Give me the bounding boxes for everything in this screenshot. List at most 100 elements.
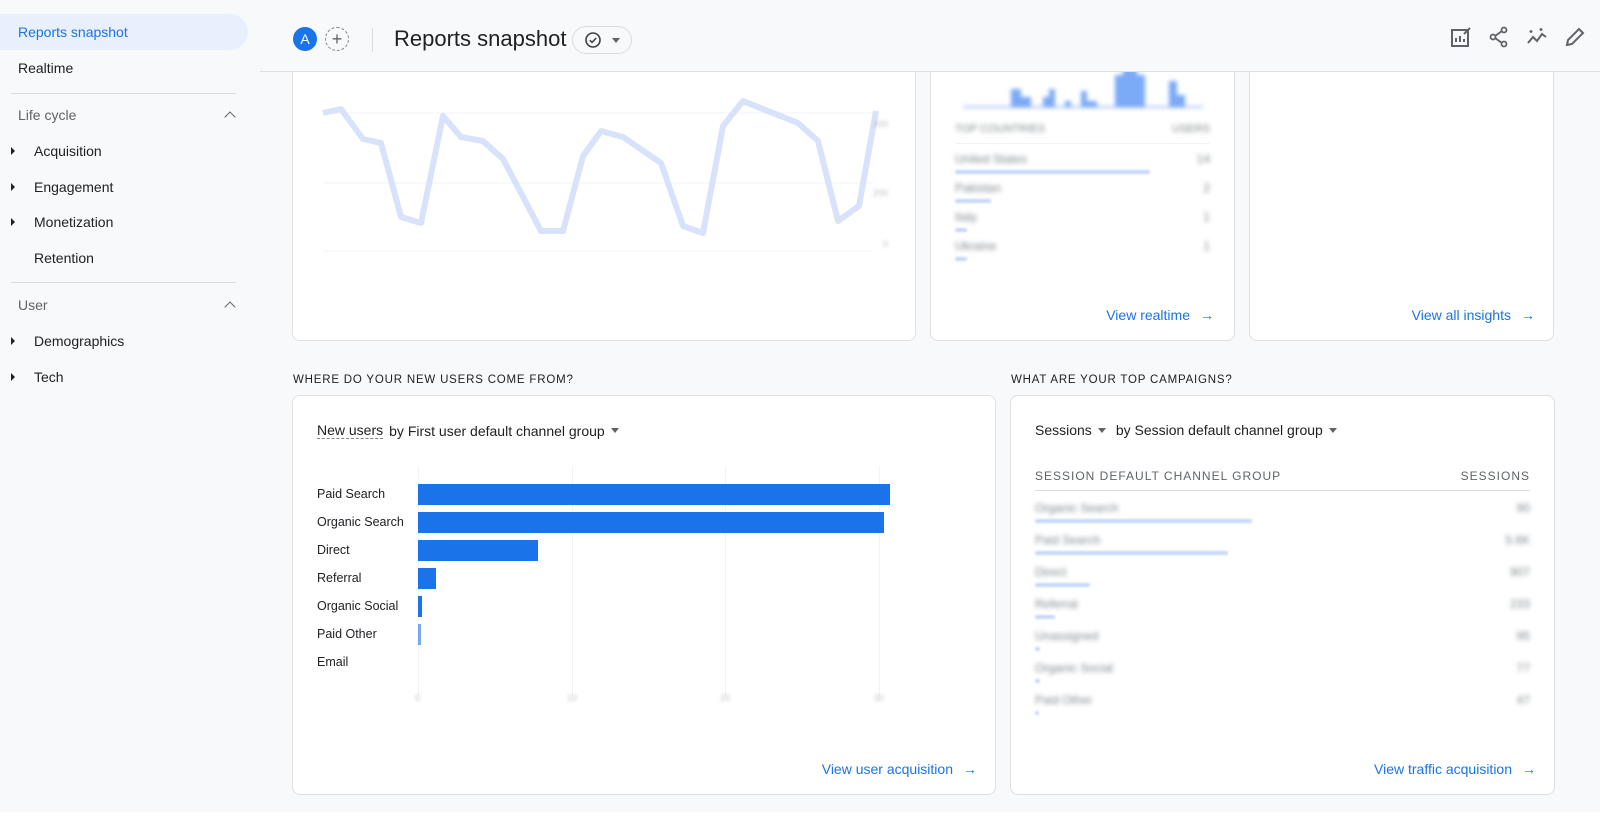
section-life-cycle[interactable]: Life cycle [0,97,248,133]
arrow-right-icon: → [1521,307,1535,323]
dimension-selector[interactable]: by First user default channel group [389,422,605,439]
customize-report-icon[interactable] [1450,26,1472,48]
sidebar-item-monetization[interactable]: Monetization [0,204,113,240]
y-tick: 200 [873,188,889,198]
header-bar: A + Reports snapshot [260,0,1600,72]
y-tick: 400 [873,119,889,129]
row-channel: Organic Search [1035,501,1119,515]
country-name: Ukraine [955,239,997,253]
users-line-chart [322,98,879,252]
bar-organic-social[interactable] [418,596,422,617]
x-tick: 0 [415,693,421,703]
caret-right-icon [11,373,15,381]
row-sessions: 95 [1516,629,1530,643]
caret-down-icon[interactable] [1097,427,1106,433]
bar-label: Email [317,655,349,669]
row-sessions: 907 [1509,565,1530,579]
divider [11,282,236,283]
bar-label: Organic Social [317,599,399,613]
row-sessions: 5.6K [1505,533,1530,547]
sidebar-item-label: Engagement [34,179,114,195]
chevron-up-icon [224,111,236,123]
share-icon[interactable] [1488,26,1510,48]
caret-right-icon [11,147,15,155]
bar-label: Direct [317,543,350,557]
dimension-selector[interactable]: by Session default channel group [1115,422,1323,438]
row-sessions: 47 [1516,693,1530,707]
sidebar-item-retention[interactable]: Retention [0,240,94,276]
row-channel: Paid Other [1035,693,1093,707]
country-users: 14 [1196,152,1210,166]
header-actions [1450,26,1586,48]
link-label: View all insights [1411,307,1511,323]
row-sessions: 90 [1516,501,1530,515]
arrow-right-icon: → [963,761,977,777]
x-tick: 30 [874,693,885,703]
arrow-right-icon: → [1522,761,1536,777]
row-channel: Paid Search [1035,533,1101,547]
bar-organic-search[interactable] [418,512,884,533]
bar-paid-other[interactable] [418,624,421,645]
sidebar-item-label: Demographics [34,333,125,349]
section-user[interactable]: User [0,287,248,323]
page-title: Reports snapshot [394,26,567,51]
caret-down-icon[interactable] [610,428,619,433]
row-channel: Unassigned [1035,629,1099,643]
country-name: Italy [955,210,978,224]
report-status-dropdown[interactable] [572,26,632,54]
sidebar-item-tech[interactable]: Tech [0,359,64,395]
row-channel: Direct [1035,565,1067,579]
country-name: Pakistan [955,181,1002,195]
col-header: TOP COUNTRIES [955,123,1046,135]
divider [372,28,373,52]
view-traffic-acquisition-link[interactable]: View traffic acquisition → [1374,761,1536,777]
realtime-bar-chart [963,69,1203,109]
new-users-card: New users by First user default channel … [292,395,996,795]
arrow-right-icon: → [1200,307,1214,323]
chart-selector: New users by First user default channel … [317,422,619,439]
sidebar-item-label: Monetization [34,214,114,230]
country-users: 1 [1203,210,1210,224]
table-selector: Sessions by Session default channel grou… [1035,422,1337,438]
col-header: USERS [1172,123,1210,135]
sidebar-item-reports-snapshot[interactable]: Reports snapshot [0,14,248,50]
main-content: A + Reports snapshot 400 200 0 [260,0,1600,812]
realtime-card: TOP COUNTRIES USERS United States 14 Pak… [930,50,1235,341]
view-all-insights-link[interactable]: View all insights → [1412,307,1535,323]
caret-right-icon [11,337,15,345]
caret-down-icon [612,37,620,43]
country-name: United States [955,152,1028,166]
caret-right-icon [11,183,15,191]
bar-label: Referral [317,571,362,585]
row-sessions: 77 [1516,661,1530,675]
sidebar-item-label: Realtime [18,60,74,76]
insights-icon[interactable] [1526,26,1548,48]
section-title: WHERE DO YOUR NEW USERS COME FROM? [293,374,574,386]
link-label: View realtime [1106,307,1190,323]
caret-down-icon[interactable] [1328,427,1337,433]
metric-selector[interactable]: Sessions [1035,422,1092,438]
sidebar-item-label: Tech [34,369,64,385]
bar-referral[interactable] [418,568,436,589]
edit-icon[interactable] [1564,26,1586,48]
check-circle-icon [585,32,601,48]
add-comparison-button[interactable]: + [325,27,349,51]
sidebar-item-realtime[interactable]: Realtime [0,50,73,86]
x-tick: 20 [720,693,731,703]
divider [11,93,236,94]
sidebar-item-demographics[interactable]: Demographics [0,323,124,359]
sidebar-item-label: Acquisition [34,143,102,159]
comparison-avatar[interactable]: A [293,27,317,51]
sidebar-item-engagement[interactable]: Engagement [0,169,113,205]
view-realtime-link[interactable]: View realtime → [1106,307,1214,323]
bar-direct[interactable] [418,540,538,561]
metric-selector[interactable]: New users [317,422,384,439]
bar-label: Organic Search [317,515,404,529]
sidebar: Reports snapshot Realtime Life cycle Acq… [0,0,260,812]
section-title: User [18,297,48,313]
col-header-channel: SESSION DEFAULT CHANNEL GROUP [1035,469,1282,483]
bar-paid-search[interactable] [418,484,890,505]
view-user-acquisition-link[interactable]: View user acquisition → [822,761,977,777]
col-header-sessions[interactable]: SESSIONS [1460,469,1530,483]
sidebar-item-acquisition[interactable]: Acquisition [0,133,102,169]
